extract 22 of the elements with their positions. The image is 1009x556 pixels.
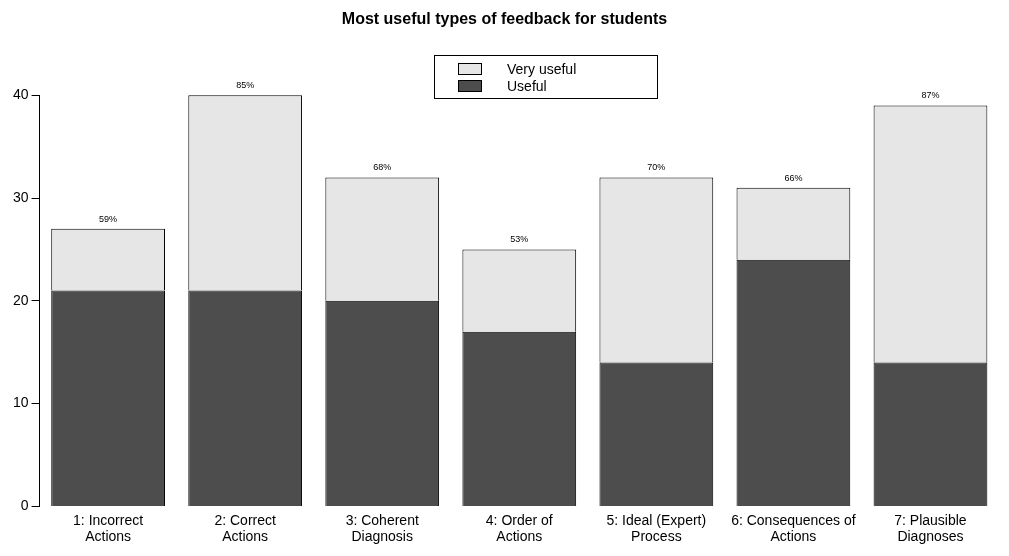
annotation: 59% [99, 213, 118, 224]
annotation: 53% [510, 234, 529, 245]
y-tick-label: 40 [12, 86, 29, 103]
y-tick-label: 30 [12, 188, 29, 205]
annotation: 68% [373, 162, 392, 173]
annotation: 70% [647, 162, 666, 173]
y-tick-label: 0 [20, 497, 29, 514]
x-tick-label: 3: Coherent Diagnosis [345, 511, 419, 545]
x-tick-label: 7: Plausible Diagnoses [894, 511, 967, 545]
y-tick-label: 20 [12, 291, 29, 308]
x-tick-label: 1: Incorrect Actions [73, 511, 144, 545]
legend-label: Useful [507, 77, 547, 94]
x-tick-label: 5: Ideal (Expert) Process [606, 511, 707, 545]
annotation: 66% [784, 172, 803, 183]
y-tick-label: 10 [12, 394, 29, 411]
legend-label: Very useful [507, 60, 577, 77]
x-tick-label: 2: Correct Actions [214, 511, 276, 545]
x-tick-label: 4: Order of Actions [485, 511, 553, 545]
x-tick-label: 6: Consequences of Actions [731, 511, 856, 545]
chart-title: Most useful types of feedback for students [341, 10, 668, 28]
annotation: 87% [921, 90, 940, 101]
annotation: 85% [236, 80, 255, 91]
